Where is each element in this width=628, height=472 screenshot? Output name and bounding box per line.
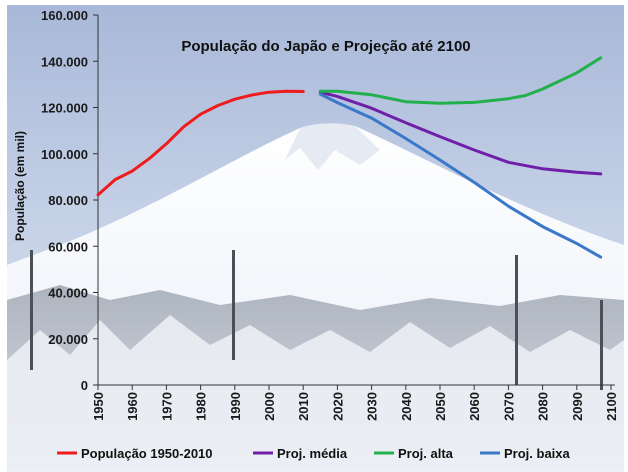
legend-label: Proj. alta: [398, 446, 454, 461]
x-axis-ticks: 1950 1960 1970 1980 1990 2000 2010 2020 2030 2040…: [91, 385, 619, 421]
x-tick-label: 2100: [604, 392, 619, 421]
y-axis-ticks: 0 20.000 40.000 60.000 80.000 100.000 120.000 1…: [41, 8, 98, 393]
series-line-2: [318, 90, 603, 176]
series-lines: [96, 56, 603, 259]
y-tick-label: 100.000: [41, 147, 88, 162]
x-tick-label: 2070: [501, 392, 516, 421]
x-tick-label: 2040: [399, 392, 414, 421]
chart-title: População do Japão e Projeção até 2100: [181, 38, 470, 55]
series-line-4: [318, 92, 603, 259]
x-tick-label: 1990: [228, 392, 243, 421]
legend-label: Proj. baixa: [504, 446, 571, 461]
series-line-1: [96, 89, 305, 197]
x-tick-label: 2020: [330, 392, 345, 421]
legend-label: População 1950-2010: [81, 446, 213, 461]
x-tick-label: 1950: [91, 392, 106, 421]
y-tick-label: 160.000: [41, 8, 88, 23]
y-tick-label: 80.000: [48, 193, 88, 208]
y-tick-label: 140.000: [41, 54, 88, 69]
x-tick-label: 2030: [365, 392, 380, 421]
y-tick-label: 60.000: [48, 239, 88, 254]
x-tick-label: 2050: [433, 392, 448, 421]
x-tick-label: 2010: [296, 392, 311, 421]
y-tick-label: 40.000: [48, 286, 88, 301]
x-tick-label: 2080: [536, 392, 551, 421]
y-tick-label: 0: [81, 378, 88, 393]
x-tick-label: 2060: [467, 392, 482, 421]
x-tick-label: 2090: [570, 392, 585, 421]
y-axis-title: População (em mil): [13, 131, 27, 241]
series-line-3: [318, 56, 603, 105]
legend-label: Proj. média: [277, 446, 348, 461]
y-tick-label: 120.000: [41, 101, 88, 116]
y-tick-label: 20.000: [48, 332, 88, 347]
legend: População 1950-2010 Proj. média Proj. alta…: [57, 446, 571, 461]
x-tick-label: 2000: [262, 392, 277, 421]
x-tick-label: 1970: [159, 392, 174, 421]
x-tick-label: 1960: [125, 392, 140, 421]
x-tick-label: 1980: [194, 392, 209, 421]
